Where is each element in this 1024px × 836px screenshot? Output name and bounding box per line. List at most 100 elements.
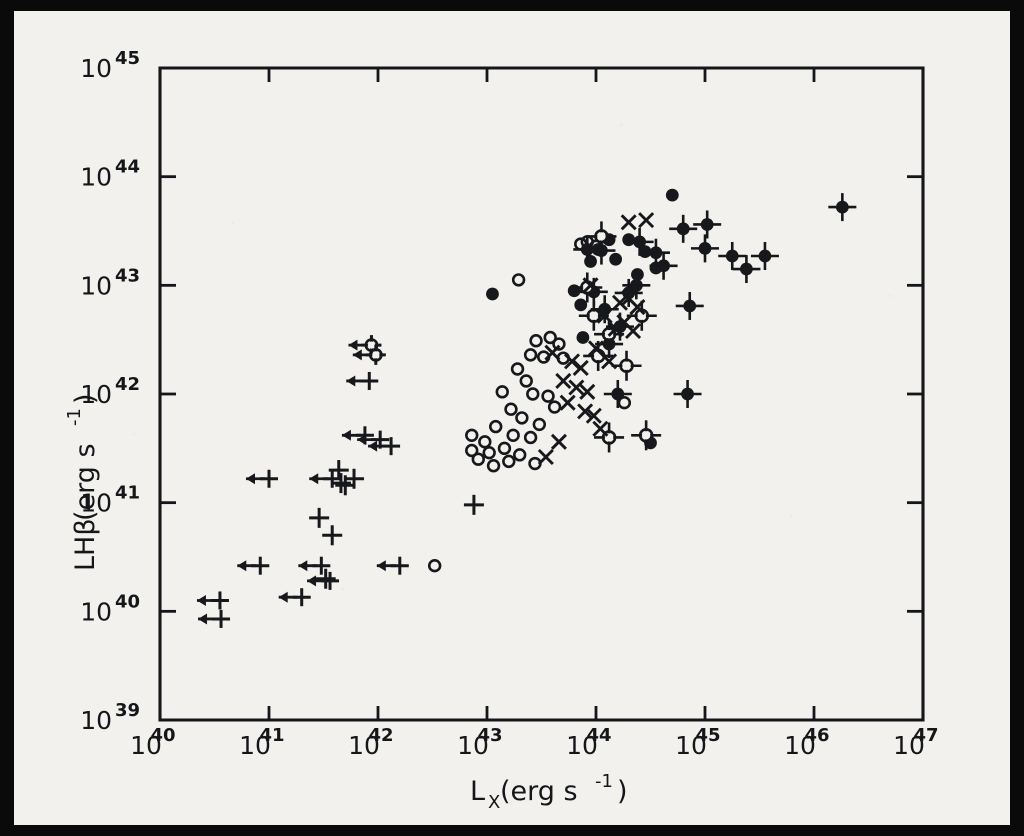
data-point — [750, 241, 779, 270]
data-point — [631, 268, 644, 281]
open-circle-marker — [368, 347, 383, 362]
open-circle-marker — [465, 443, 479, 458]
filled-circle-marker — [649, 261, 663, 275]
x-marker-stroke — [611, 294, 629, 311]
open-circle-inner — [641, 431, 651, 440]
open-circle-marker — [532, 417, 547, 432]
tick-label-base: 10 — [784, 731, 816, 760]
data-point — [617, 395, 632, 410]
data-point — [559, 394, 576, 411]
data-point — [669, 214, 698, 243]
data-point — [511, 273, 526, 287]
tick-label-exponent: 47 — [913, 725, 938, 746]
open-circle-marker — [619, 358, 634, 374]
filled-circle-marker — [676, 222, 690, 236]
filled-circle-marker — [700, 218, 714, 231]
data-point — [550, 433, 567, 450]
data-point — [497, 441, 512, 456]
x-marker-stroke — [607, 320, 624, 337]
filled-circle-marker — [633, 235, 646, 249]
data-point — [278, 588, 311, 607]
open-circle-inner — [597, 232, 606, 241]
x-axis-title-base: L — [470, 776, 485, 807]
open-circle-marker — [482, 445, 496, 460]
upper-limit-arrow-head — [352, 349, 362, 361]
data-point — [489, 419, 503, 434]
y-axis-ticks — [160, 66, 923, 722]
data-point — [582, 277, 599, 294]
data-point — [693, 210, 722, 239]
data-point — [532, 417, 547, 432]
upper-limit-arrow-head — [278, 591, 288, 603]
open-circle-marker — [486, 459, 501, 473]
y-tick-label: 10 45 — [80, 48, 140, 83]
open-circle-marker — [586, 308, 602, 324]
x-marker-stroke — [585, 407, 602, 424]
data-point — [592, 420, 609, 437]
open-circle-marker — [547, 400, 562, 414]
data-point — [611, 350, 642, 381]
data-point — [237, 556, 270, 575]
data-point — [465, 428, 479, 442]
data-point — [482, 445, 496, 460]
filled-circle-marker — [574, 298, 588, 312]
tick-label-exponent: 46 — [804, 725, 829, 746]
tick-label-exponent: 39 — [115, 700, 140, 721]
filled-circle-marker — [698, 241, 712, 255]
data-point — [544, 344, 561, 361]
x-marker-stroke — [582, 277, 599, 294]
data-point — [465, 443, 479, 458]
open-circle-marker — [506, 428, 520, 442]
x-axis-title-exponent: -1 — [595, 771, 613, 792]
open-circle-marker — [502, 454, 516, 469]
data-point — [196, 591, 229, 610]
open-circle-marker — [601, 430, 617, 445]
tick-label-exponent: 41 — [259, 725, 284, 746]
data-point — [596, 307, 613, 324]
x-marker-stroke — [592, 420, 609, 437]
tick-label-base: 10 — [80, 706, 112, 735]
upper-limit-arrow-head — [348, 339, 358, 351]
tick-label-base: 10 — [80, 271, 112, 300]
open-circle-inner — [589, 311, 599, 320]
open-circle-marker — [589, 239, 603, 253]
open-circle-marker — [543, 330, 557, 345]
x-marker-stroke — [616, 314, 633, 331]
data-point — [341, 426, 374, 445]
y-axis-title-base: LHβ — [70, 518, 101, 571]
data-point — [504, 402, 518, 416]
open-circle-marker — [471, 452, 485, 466]
data-point — [526, 387, 540, 401]
open-circle-marker — [552, 337, 566, 351]
tick-label-base: 10 — [80, 163, 112, 192]
open-circle-inner — [622, 361, 631, 370]
filled-circle-marker — [649, 246, 663, 260]
series-open-circle-upper-limit — [348, 335, 386, 365]
tick-label-exponent: 43 — [115, 265, 140, 286]
data-point — [589, 239, 603, 253]
data-point — [478, 435, 492, 449]
open-circle-inner — [372, 351, 380, 359]
x-marker-stroke — [638, 212, 655, 229]
data-point — [486, 287, 499, 301]
filled-circle-marker — [683, 299, 697, 313]
filled-circle-marker — [584, 255, 597, 268]
data-point — [322, 525, 343, 546]
data-point — [568, 379, 585, 396]
tick-label-base: 10 — [239, 731, 271, 760]
data-point — [638, 245, 652, 259]
data-point — [649, 261, 663, 275]
open-circle-marker — [510, 362, 525, 376]
data-point — [622, 233, 636, 247]
data-point — [555, 372, 572, 389]
data-point — [673, 380, 702, 408]
data-point — [512, 448, 527, 462]
data-point — [574, 237, 588, 251]
data-point — [732, 255, 761, 284]
upper-limit-arrow-head — [346, 375, 356, 387]
